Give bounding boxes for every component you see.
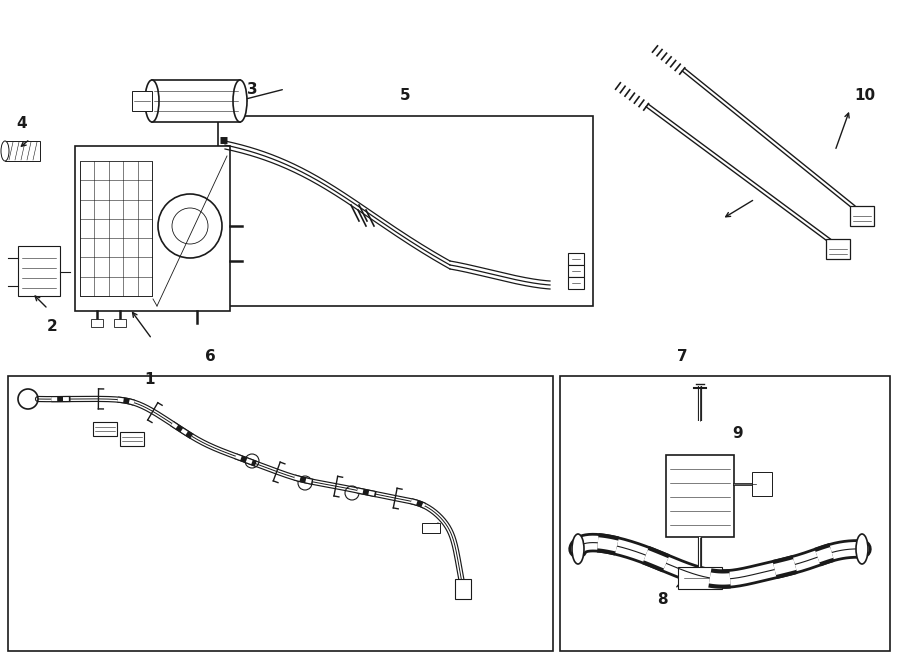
Bar — [560, 376, 890, 651]
Bar — [8, 376, 553, 651]
Ellipse shape — [572, 534, 584, 564]
Bar — [826, 239, 850, 259]
Bar — [75, 146, 230, 311]
Text: 4: 4 — [17, 116, 27, 130]
Bar — [152, 80, 240, 122]
Text: 3: 3 — [247, 81, 257, 97]
Bar — [80, 161, 152, 296]
Bar — [455, 579, 471, 599]
Text: 5: 5 — [400, 89, 410, 104]
Bar — [678, 567, 722, 589]
Ellipse shape — [145, 80, 159, 122]
Bar — [18, 246, 60, 296]
Bar — [568, 253, 584, 265]
Bar — [666, 455, 734, 537]
Bar — [114, 319, 126, 327]
Ellipse shape — [856, 534, 868, 564]
Ellipse shape — [1, 141, 9, 161]
Text: 7: 7 — [677, 348, 688, 364]
Text: 10: 10 — [854, 89, 876, 104]
Text: 6: 6 — [204, 348, 215, 364]
Ellipse shape — [233, 80, 247, 122]
Text: 1: 1 — [145, 371, 155, 387]
Bar — [568, 265, 584, 277]
Bar — [120, 432, 144, 446]
Bar — [132, 91, 152, 111]
Text: 8: 8 — [657, 592, 667, 607]
Bar — [218, 116, 593, 306]
Bar — [93, 422, 117, 436]
Text: 2: 2 — [47, 319, 58, 334]
Bar — [752, 472, 772, 496]
Text: 9: 9 — [733, 426, 743, 440]
Bar — [422, 523, 440, 533]
Bar — [91, 319, 103, 327]
Bar — [568, 277, 584, 289]
Bar — [850, 206, 874, 226]
Bar — [5, 141, 40, 161]
